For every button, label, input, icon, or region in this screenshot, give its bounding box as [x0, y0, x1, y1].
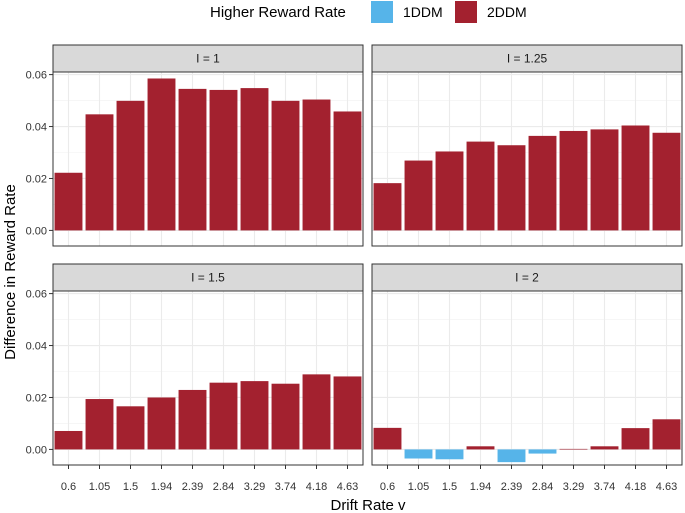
x-tick-label: 3.29 — [244, 481, 265, 493]
bar — [621, 428, 650, 450]
bar — [302, 374, 331, 450]
bar — [240, 381, 269, 450]
x-tick-label: 1.05 — [89, 481, 110, 493]
bar — [435, 151, 464, 231]
y-tick-label: 0.06 — [26, 289, 47, 301]
x-tick-label: 3.74 — [275, 481, 296, 493]
legend: Higher Reward Rate 1DDM 2DDM — [210, 1, 527, 23]
x-tick-label: 2.39 — [182, 481, 203, 493]
facet-strip — [52, 44, 364, 73]
y-axis-title: Difference in Reward Rate — [2, 184, 19, 360]
bar — [528, 135, 557, 231]
bar — [240, 88, 269, 231]
legend-swatch-2ddm — [455, 1, 477, 23]
bar — [466, 141, 495, 231]
bar — [528, 449, 557, 454]
bar — [54, 430, 83, 450]
bar — [271, 100, 300, 231]
x-tick-label: 4.18 — [306, 481, 327, 493]
y-tick-label: 0.02 — [26, 173, 47, 185]
facet-strip — [371, 263, 683, 292]
bar — [559, 448, 588, 450]
x-tick-label: 4.63 — [656, 481, 677, 493]
y-tick-label: 0.04 — [26, 341, 47, 353]
y-tick-label: 0.00 — [26, 444, 47, 456]
bar — [333, 376, 362, 450]
bar — [404, 449, 433, 459]
bar — [147, 397, 176, 450]
bar — [559, 130, 588, 231]
facet-panel: I = 1.25 — [371, 44, 683, 247]
x-tick-label: 2.39 — [501, 481, 522, 493]
x-tick-label: 1.94 — [470, 481, 491, 493]
x-tick-label: 4.18 — [625, 481, 646, 493]
bar — [621, 125, 650, 231]
facet-strip — [371, 44, 683, 73]
bar — [652, 419, 681, 450]
x-tick-label: 1.05 — [408, 481, 429, 493]
bar — [652, 132, 681, 231]
bar — [404, 160, 433, 231]
bar — [497, 449, 526, 463]
legend-title: Higher Reward Rate — [210, 4, 346, 21]
facet-panel: I = 1.5 0.00 0.02 0.04 0.06 0.6 1.05 1.5 1.94 2.3… — [26, 263, 364, 493]
facet-panel: I = 1 0.00 0.02 0.04 0.06 — [26, 44, 364, 247]
bar — [209, 89, 238, 231]
x-tick-label: 2.84 — [532, 481, 553, 493]
bar — [85, 114, 114, 231]
x-tick-label: 1.94 — [151, 481, 172, 493]
bar — [178, 88, 207, 231]
facet-label: I = 1 — [196, 52, 220, 66]
legend-label-2ddm: 2DDM — [487, 4, 527, 20]
legend-label-1ddm: 1DDM — [403, 4, 443, 20]
y-tick-label: 0.06 — [26, 70, 47, 82]
legend-swatch-1ddm — [371, 1, 393, 23]
x-tick-label: 1.5 — [123, 481, 138, 493]
bar — [147, 78, 176, 231]
x-tick-label: 3.74 — [594, 481, 615, 493]
bar — [85, 399, 114, 450]
bar — [209, 382, 238, 450]
bar — [373, 183, 402, 231]
bar — [54, 172, 83, 231]
x-tick-label: 4.63 — [337, 481, 358, 493]
facet-strip — [52, 263, 364, 292]
y-tick-label: 0.02 — [26, 392, 47, 404]
bar — [435, 449, 464, 460]
facet-label: I = 2 — [515, 271, 539, 285]
bar — [497, 145, 526, 231]
bar — [271, 383, 300, 450]
bar — [333, 111, 362, 231]
bar — [116, 100, 145, 231]
bar — [590, 129, 619, 231]
facet-label: I = 1.25 — [507, 52, 548, 66]
x-tick-label: 0.6 — [380, 481, 395, 493]
bar — [590, 446, 619, 450]
facet-panel: I = 2 0.6 1.05 1.5 1.94 2.39 2.84 3.29 3.74 4.18 4… — [371, 263, 683, 493]
x-tick-label: 3.29 — [563, 481, 584, 493]
y-tick-label: 0.00 — [26, 225, 47, 237]
x-tick-label: 1.5 — [442, 481, 457, 493]
x-tick-label: 0.6 — [61, 481, 76, 493]
bar — [373, 427, 402, 450]
bar — [178, 389, 207, 450]
y-tick-label: 0.04 — [26, 122, 47, 134]
x-tick-label: 2.84 — [213, 481, 234, 493]
bar — [466, 446, 495, 450]
bar — [302, 99, 331, 231]
bar — [116, 406, 145, 450]
facet-label: I = 1.5 — [191, 271, 225, 285]
x-axis-title: Drift Rate v — [330, 497, 406, 513]
